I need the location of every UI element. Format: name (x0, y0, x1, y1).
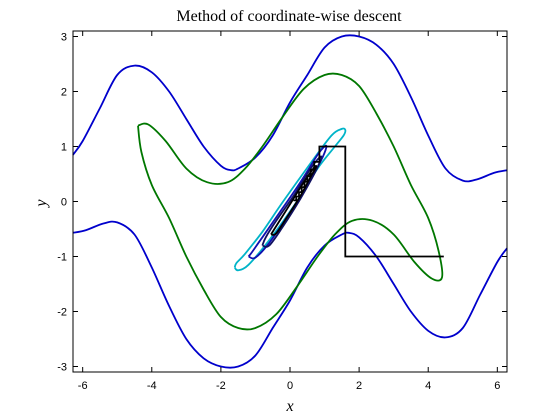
contour-line-3 (137, 72, 444, 331)
y-tick-label: 0 (61, 197, 67, 209)
x-tick-label: 2 (356, 380, 362, 392)
y-tick-label: 2 (61, 87, 67, 99)
x-tick-label: -4 (147, 380, 157, 392)
y-tick-label: 3 (61, 32, 67, 44)
contour-line-6 (261, 155, 323, 248)
chart-title: Method of coordinate-wise descent (176, 8, 402, 25)
contour-lines (72, 34, 508, 369)
x-tick-label: -2 (216, 380, 226, 392)
x-tick-label: -6 (78, 380, 88, 392)
contour-line-4 (233, 127, 347, 272)
x-tick-label: 4 (425, 380, 431, 392)
x-tick-label: 0 (287, 380, 293, 392)
x-tick-label: 6 (494, 380, 500, 392)
contour-line-2 (72, 34, 508, 183)
y-tick-label: -3 (57, 362, 67, 374)
y-axis-ticks: -3 -2 -1 0 1 2 3 (57, 32, 507, 374)
x-axis-label: x (285, 398, 293, 415)
y-tick-label: 1 (61, 142, 67, 154)
descent-path-group (293, 145, 444, 258)
y-tick-label: -1 (57, 252, 67, 264)
contour-line-7 (270, 164, 318, 236)
y-axis-label: y (33, 199, 50, 209)
y-tick-label: -2 (57, 307, 67, 319)
descent-path (293, 145, 444, 258)
x-axis-ticks: -6 -4 -2 0 2 4 6 (78, 31, 500, 392)
contour-line-1 (72, 220, 508, 369)
